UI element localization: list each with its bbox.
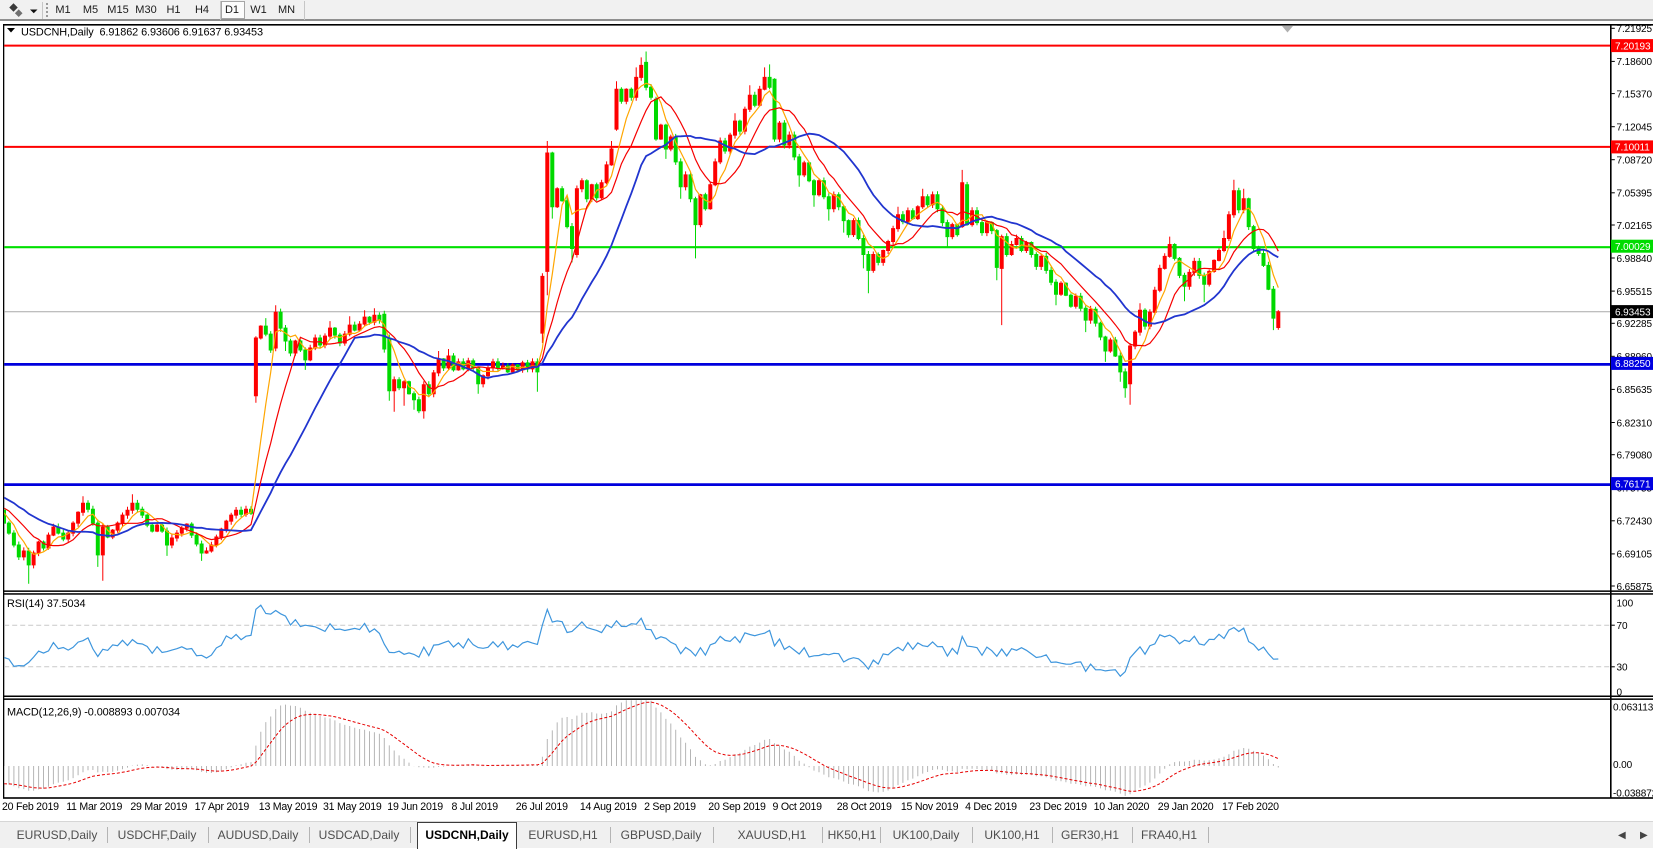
svg-text:14 Aug 2019: 14 Aug 2019 [580,801,637,813]
svg-text:6.95515: 6.95515 [1617,287,1653,298]
svg-text:6.76171: 6.76171 [1615,479,1651,490]
svg-text:7.10011: 7.10011 [1615,143,1650,154]
svg-text:100: 100 [1617,598,1634,609]
svg-text:9 Oct 2019: 9 Oct 2019 [773,801,823,813]
svg-text:6.72430: 6.72430 [1617,517,1653,528]
svg-text:7.12045: 7.12045 [1617,123,1653,134]
svg-text:70: 70 [1617,621,1629,632]
svg-text:MACD(12,26,9) -0.008893 0.0070: MACD(12,26,9) -0.008893 0.007034 [7,707,180,719]
svg-text:7.18600: 7.18600 [1617,57,1653,68]
svg-text:7.05395: 7.05395 [1617,189,1653,200]
svg-text:0.00: 0.00 [1613,760,1633,771]
svg-text:2 Sep 2019: 2 Sep 2019 [644,801,696,813]
svg-text:0: 0 [1617,687,1623,698]
svg-text:30: 30 [1617,663,1629,674]
svg-text:USDCNH,Daily 6.91862 6.93606: USDCNH,Daily 6.91862 6.93606 6.91637 6.9… [21,26,263,38]
svg-text:7.15370: 7.15370 [1617,89,1653,100]
svg-text:26 Jul 2019: 26 Jul 2019 [516,801,568,813]
svg-text:10 Jan 2020: 10 Jan 2020 [1094,801,1150,813]
svg-text:6.92285: 6.92285 [1617,319,1653,330]
svg-text:6.82310: 6.82310 [1617,418,1653,429]
svg-text:6.85635: 6.85635 [1617,385,1653,396]
svg-text:17 Apr 2019: 17 Apr 2019 [195,801,250,813]
svg-text:15 Nov 2019: 15 Nov 2019 [901,801,959,813]
svg-text:7.08720: 7.08720 [1617,156,1653,167]
svg-text:0.063113: 0.063113 [1613,702,1653,713]
svg-text:6.79080: 6.79080 [1617,451,1653,462]
svg-text:7.02165: 7.02165 [1617,221,1653,232]
svg-text:28 Oct 2019: 28 Oct 2019 [837,801,892,813]
svg-text:RSI(14) 37.5034: RSI(14) 37.5034 [7,598,85,610]
svg-text:29 Mar 2019: 29 Mar 2019 [130,801,187,813]
svg-text:7.21925: 7.21925 [1617,24,1653,35]
svg-text:20 Feb 2019: 20 Feb 2019 [2,801,59,813]
svg-text:6.98840: 6.98840 [1617,254,1653,265]
svg-text:7.00029: 7.00029 [1615,242,1651,253]
svg-text:23 Dec 2019: 23 Dec 2019 [1029,801,1087,813]
svg-text:6.93453: 6.93453 [1615,307,1651,318]
svg-text:6.65875: 6.65875 [1617,582,1653,593]
svg-text:31 May 2019: 31 May 2019 [323,801,382,813]
svg-text:6.69105: 6.69105 [1617,550,1653,561]
svg-text:20 Sep 2019: 20 Sep 2019 [708,801,766,813]
svg-text:-0.038872: -0.038872 [1613,788,1653,799]
svg-text:17 Feb 2020: 17 Feb 2020 [1222,801,1279,813]
svg-text:7.20193: 7.20193 [1615,41,1651,52]
svg-text:19 Jun 2019: 19 Jun 2019 [387,801,443,813]
svg-text:4 Dec 2019: 4 Dec 2019 [965,801,1017,813]
svg-text:11 Mar 2019: 11 Mar 2019 [66,801,122,813]
svg-text:6.88250: 6.88250 [1615,359,1651,370]
svg-text:29 Jan 2020: 29 Jan 2020 [1158,801,1214,813]
svg-text:13 May 2019: 13 May 2019 [259,801,318,813]
svg-text:8 Jul 2019: 8 Jul 2019 [452,801,499,813]
